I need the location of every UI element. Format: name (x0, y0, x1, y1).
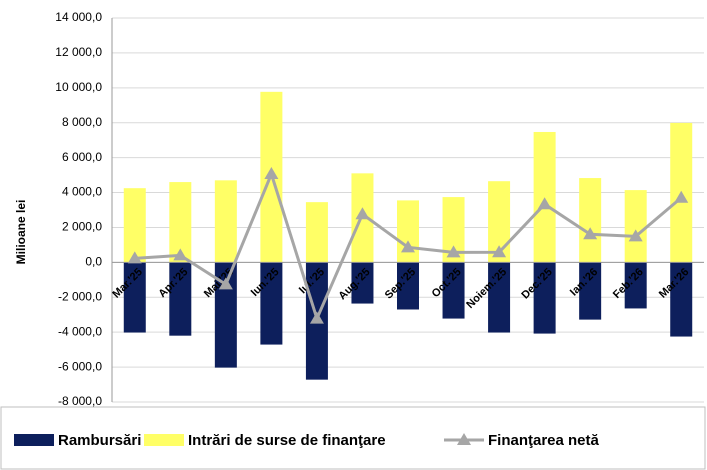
bar (351, 262, 374, 304)
bar (123, 262, 146, 333)
y-tick-label: 0,0 (85, 255, 102, 269)
legend-swatch (457, 433, 471, 445)
y-tick-label: -8 000,0 (58, 394, 102, 408)
y-tick-label: -4 000,0 (58, 324, 102, 338)
line-marker (492, 245, 507, 258)
line-marker (264, 167, 279, 180)
bar (169, 262, 192, 336)
y-tick-label: 10 000,0 (55, 80, 102, 94)
line-marker (537, 197, 552, 210)
bar (260, 262, 283, 345)
y-axis-title: Milioane lei (14, 200, 28, 265)
line-marker (355, 207, 370, 220)
bar (442, 262, 465, 319)
y-tick-label: 8 000,0 (62, 115, 102, 129)
bar (488, 262, 511, 333)
legend-box (0, 406, 706, 470)
bar (397, 262, 419, 310)
legend-swatch (144, 434, 184, 446)
bar (214, 180, 237, 263)
line-marker (309, 311, 324, 324)
y-tick-label: -6 000,0 (58, 359, 102, 373)
y-tick-label: 6 000,0 (62, 150, 102, 164)
bar (533, 262, 556, 334)
line-marker (401, 240, 415, 253)
bar (624, 262, 647, 309)
legend-swatch (14, 434, 54, 446)
bar (397, 200, 419, 263)
legend-label: Intrări de surse de finanţare (188, 432, 386, 449)
line-marker (583, 227, 598, 240)
bar (624, 190, 647, 263)
bar (488, 181, 511, 263)
line-marker (173, 248, 188, 261)
bar (169, 182, 192, 263)
bar (579, 178, 602, 263)
line-marker (218, 277, 233, 290)
line-marker (127, 251, 142, 264)
line-marker (628, 229, 643, 242)
y-tick-label: -2 000,0 (58, 289, 102, 303)
y-tick-label: 14 000,0 (55, 10, 102, 24)
y-tick-label: 12 000,0 (55, 45, 102, 59)
legend-label: Rambursări (58, 432, 141, 449)
bar (533, 131, 556, 263)
bar (670, 262, 693, 337)
bar (123, 188, 146, 263)
line-marker (674, 190, 689, 203)
bar (579, 262, 602, 320)
legend-label: Finanţarea netă (488, 432, 600, 449)
line-marker (446, 245, 461, 258)
y-tick-label: 4 000,0 (62, 185, 102, 199)
bar (305, 202, 328, 263)
y-tick-label: 2 000,0 (62, 220, 102, 234)
bar (442, 197, 465, 263)
